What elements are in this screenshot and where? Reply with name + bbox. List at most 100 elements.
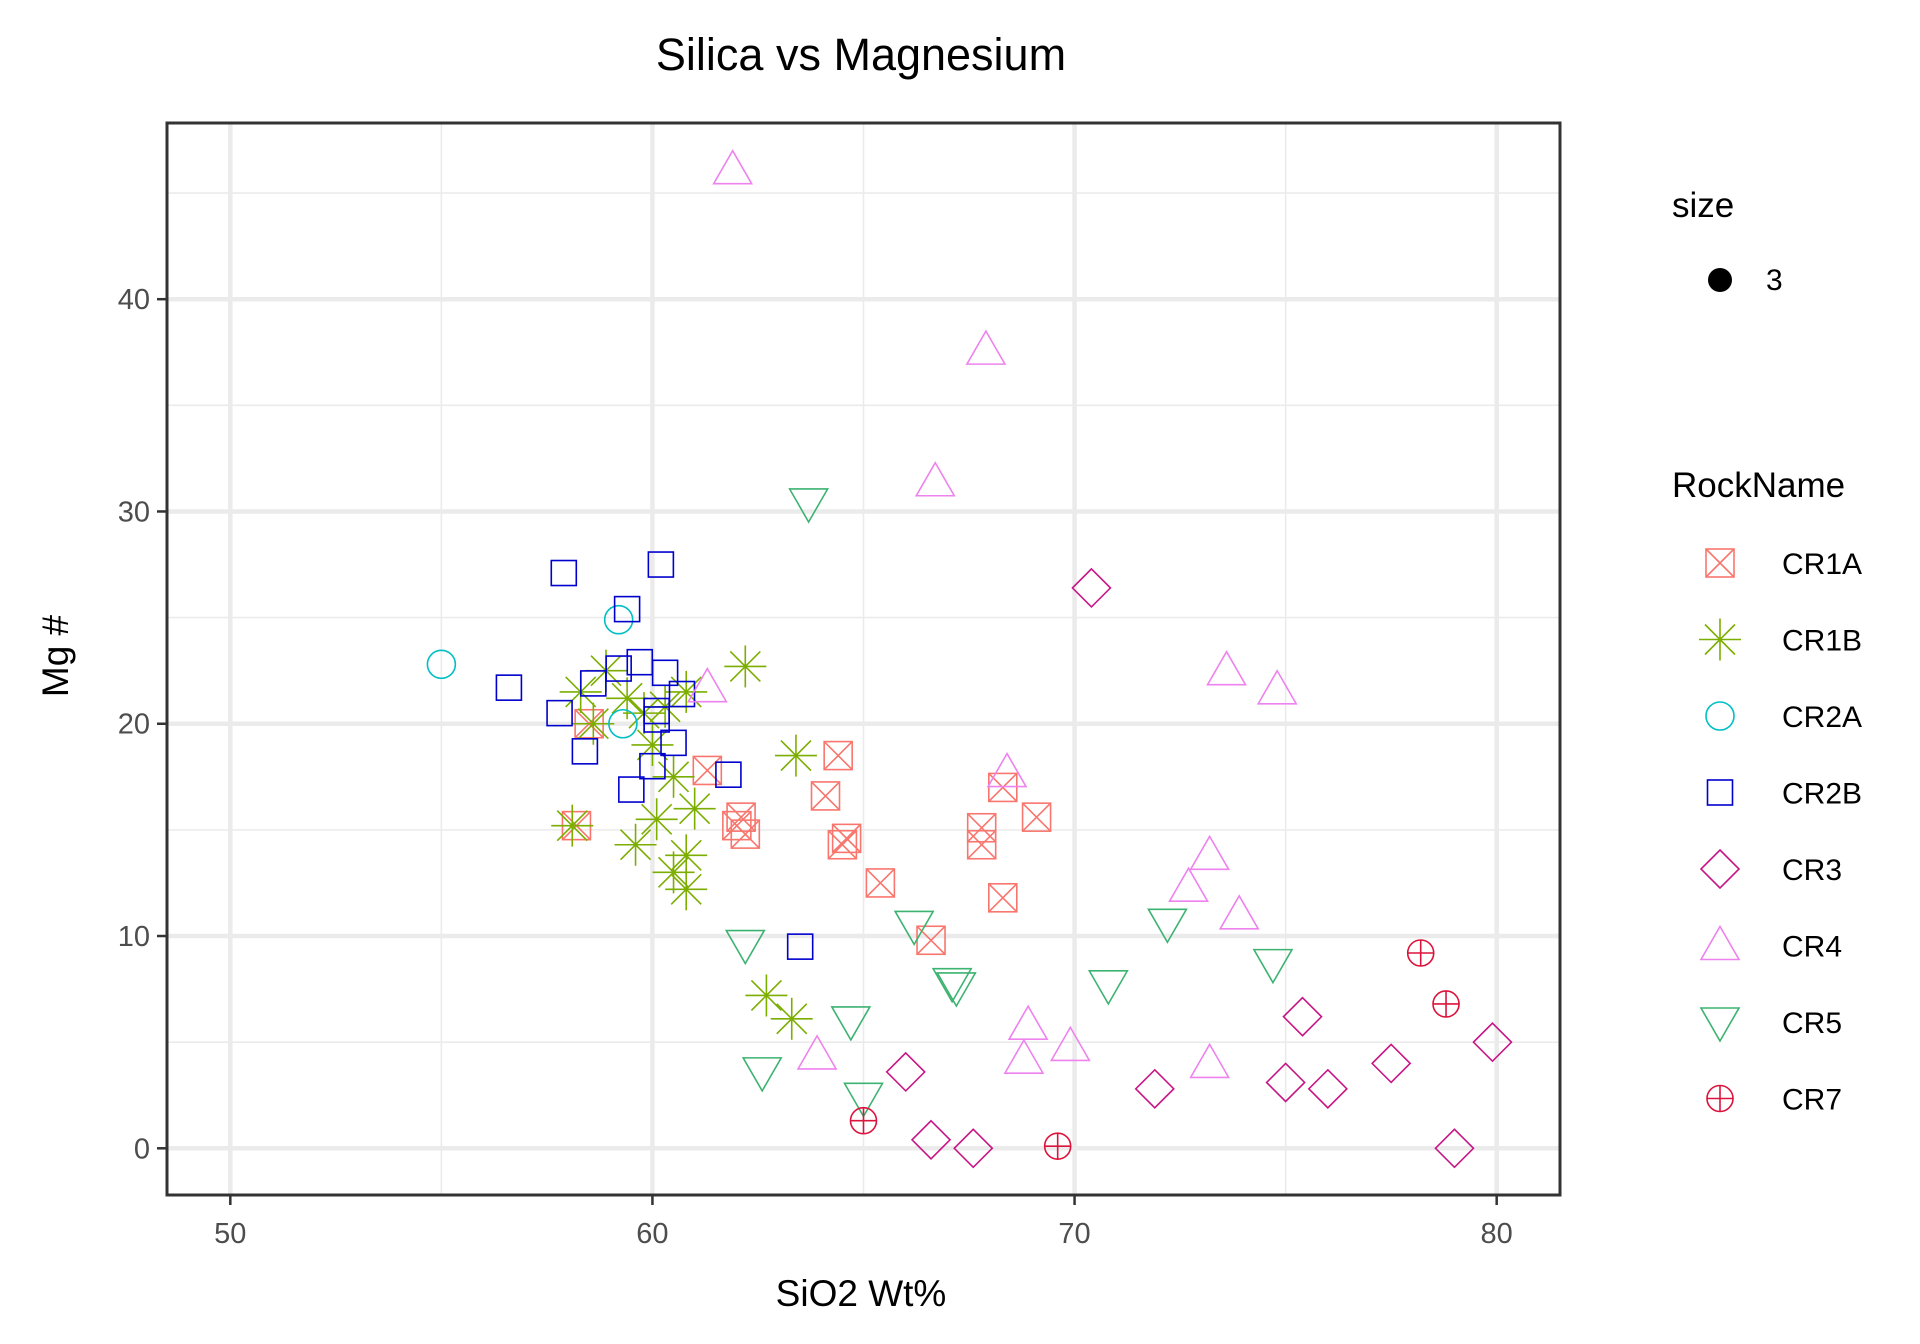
legend-item-cr4: CR4 <box>1699 924 1842 964</box>
series-cr5 <box>724 488 1294 1118</box>
point-cr4 <box>1189 1042 1231 1079</box>
point-cr1a <box>987 883 1018 913</box>
series-cr3 <box>885 567 1513 1169</box>
x-tick-label: 70 <box>1058 1218 1090 1250</box>
point-cr2a <box>603 604 634 635</box>
point-cr1b <box>673 787 716 830</box>
point-cr2b <box>571 738 599 765</box>
legend-item-cr5: CR5 <box>1699 1007 1842 1043</box>
size-legend-title: size <box>1672 186 1734 225</box>
point-cr2a <box>608 708 638 739</box>
legend-key-cr2a <box>1705 701 1735 731</box>
point-cr4 <box>986 751 1028 788</box>
point-cr2b <box>546 699 573 727</box>
point-cr1b <box>652 851 695 894</box>
rockname-legend-items: CR1A CR1B CR2A CR2B CR3 CR4 CR5 CR7 <box>1699 548 1862 1117</box>
point-cr7 <box>849 1106 878 1135</box>
point-cr5 <box>724 929 766 966</box>
point-cr2a <box>426 649 457 680</box>
point-cr1a <box>865 868 896 898</box>
point-cr1b <box>724 645 767 688</box>
point-cr4 <box>686 667 728 703</box>
point-cr1b <box>572 702 615 745</box>
legend-label-cr2a: CR2A <box>1782 701 1862 734</box>
point-cr2b <box>550 559 578 587</box>
point-cr1b <box>652 755 695 798</box>
x-tick-label: 80 <box>1481 1218 1513 1250</box>
point-cr3 <box>1307 1068 1348 1109</box>
point-cr5 <box>788 488 830 524</box>
point-cr1b <box>774 734 817 777</box>
size-legend-dot <box>1708 268 1732 292</box>
rockname-legend-title: RockName <box>1672 466 1845 505</box>
point-cr2b <box>786 933 814 960</box>
legend-key-cr3 <box>1699 848 1741 890</box>
point-cr1b <box>614 823 657 866</box>
point-cr7 <box>1406 939 1435 967</box>
point-cr5 <box>1147 908 1188 944</box>
x-tick-label: 50 <box>214 1218 246 1250</box>
point-cr2b <box>613 595 641 623</box>
point-cr5 <box>830 1006 872 1042</box>
y-tick-label: 20 <box>118 709 150 741</box>
point-cr1a <box>966 829 997 860</box>
point-cr1a <box>810 781 841 811</box>
legend-key-cr1b <box>1699 618 1741 661</box>
legend-key-cr1a <box>1705 548 1735 578</box>
point-cr1b <box>606 677 649 720</box>
point-cr1a <box>966 812 997 843</box>
legend-label-cr7: CR7 <box>1782 1084 1842 1117</box>
legend-label-cr1a: CR1A <box>1782 548 1862 581</box>
legend-label-cr3: CR3 <box>1782 854 1842 887</box>
point-cr2b <box>639 752 666 780</box>
legend-item-cr1b: CR1B <box>1699 618 1862 661</box>
point-cr1a <box>831 823 862 854</box>
point-cr3 <box>910 1119 952 1160</box>
point-cr4 <box>1189 834 1231 871</box>
legend-item-cr2a: CR2A <box>1705 701 1862 734</box>
point-cr1b <box>635 798 678 841</box>
size-legend-label: 3 <box>1766 264 1783 297</box>
point-cr5 <box>1087 970 1129 1006</box>
point-cr4 <box>1003 1038 1045 1074</box>
series-cr2a <box>426 604 638 739</box>
series-cr7 <box>849 939 1460 1160</box>
point-cr1b <box>551 804 594 847</box>
point-cr4 <box>1256 669 1298 705</box>
point-cr2b <box>651 659 679 687</box>
legend: size 3 RockName CR1ACR1BCR2ACR2BCR3CR4CR… <box>1672 186 1862 1117</box>
point-cr3 <box>1434 1128 1475 1169</box>
point-cr3 <box>1282 996 1323 1037</box>
panel-border <box>165 121 1562 1197</box>
point-cr4 <box>796 1034 838 1070</box>
point-cr5 <box>741 1057 783 1093</box>
point-cr3 <box>1371 1043 1412 1084</box>
point-cr3 <box>1134 1068 1175 1109</box>
legend-item-cr2b: CR2B <box>1706 778 1862 811</box>
legend-item-cr1a: CR1A <box>1705 548 1862 581</box>
plot-frame <box>165 121 1562 1197</box>
point-cr4 <box>1007 1004 1049 1040</box>
legend-key-cr2b <box>1706 779 1734 806</box>
point-cr4 <box>1206 650 1247 686</box>
point-cr5 <box>1252 948 1294 985</box>
x-axis-title: SiO2 Wt% <box>776 1273 947 1314</box>
point-cr3 <box>885 1051 926 1093</box>
legend-item-cr7: CR7 <box>1706 1084 1842 1117</box>
point-cr1a <box>1021 802 1052 832</box>
point-cr2b <box>618 776 645 803</box>
point-cr7 <box>1432 990 1460 1018</box>
size-legend-key <box>1708 268 1732 292</box>
y-axis-title: Mg # <box>35 614 76 697</box>
y-tick-label: 40 <box>118 284 150 316</box>
point-cr3 <box>1071 567 1112 609</box>
point-cr2b <box>715 761 742 788</box>
point-cr5 <box>843 1082 884 1118</box>
y-tick-label: 30 <box>118 496 150 528</box>
legend-label-cr1b: CR1B <box>1782 625 1862 658</box>
point-cr4 <box>965 329 1007 365</box>
point-cr4 <box>914 461 956 497</box>
y-tick-label: 0 <box>134 1133 150 1165</box>
legend-key-cr5 <box>1699 1007 1741 1043</box>
